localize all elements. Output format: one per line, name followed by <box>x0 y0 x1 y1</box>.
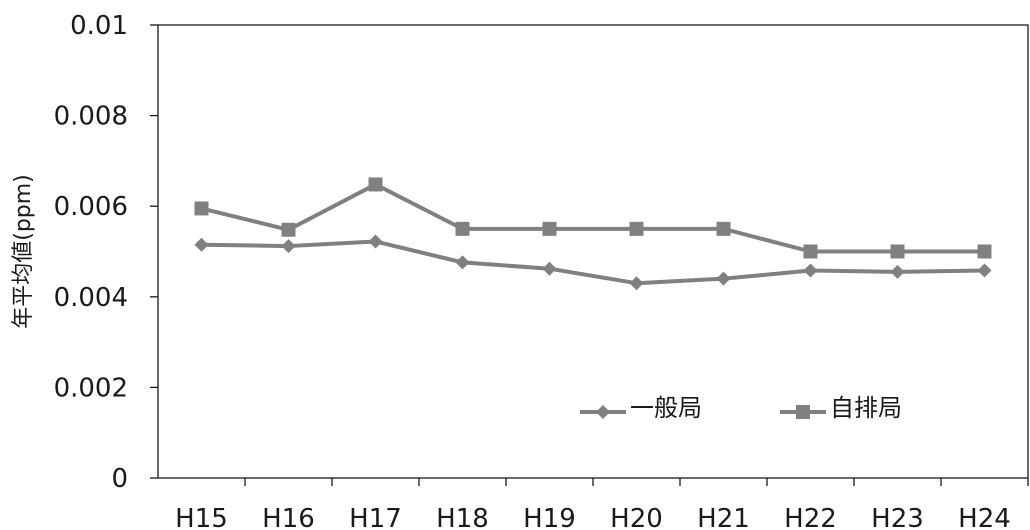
square-point <box>455 221 470 236</box>
diamond-point <box>281 239 296 254</box>
series-line <box>201 182 985 254</box>
legend-item: 自排局 <box>780 394 902 422</box>
diamond-point <box>803 263 818 278</box>
x-tick-label: H24 <box>958 504 1011 530</box>
legend: 一般局 自排局 <box>580 394 902 422</box>
series-layer <box>194 177 992 291</box>
square-point <box>890 244 905 259</box>
legend-item: 一般局 <box>580 394 702 422</box>
series-2 <box>194 177 992 259</box>
diamond-point <box>629 276 644 291</box>
diamond-point <box>716 271 731 286</box>
diamond-point <box>977 263 992 278</box>
legend-label: 自排局 <box>830 394 902 422</box>
diamond-point <box>368 234 383 249</box>
square-point <box>368 177 383 192</box>
legend-marker <box>796 405 810 419</box>
x-axis-ticks: H15 H16 H17 H18 H19 H20 H21 H22 H23 H24 <box>175 478 1029 530</box>
y-axis-ticks: 0 0.002 0.004 0.006 0.008 0.01 <box>54 11 158 494</box>
square-point <box>977 244 992 259</box>
diamond-point <box>455 255 470 270</box>
square-point <box>281 222 296 237</box>
square-point <box>542 221 557 236</box>
square-point <box>803 244 818 259</box>
x-tick-label: H23 <box>871 504 924 530</box>
y-tick-label: 0.004 <box>54 283 128 313</box>
square-point <box>194 201 209 216</box>
y-tick-label: 0.01 <box>70 11 128 41</box>
y-tick-label: 0.008 <box>54 102 128 132</box>
diamond-point <box>890 264 905 279</box>
y-tick-label: 0 <box>111 464 128 494</box>
y-axis-title: 年平均値(ppm) <box>11 174 36 329</box>
x-tick-label: H16 <box>262 504 315 530</box>
diamond-point <box>542 261 557 276</box>
series-line <box>201 239 985 286</box>
x-tick-label: H18 <box>436 504 489 530</box>
legend-marker <box>596 405 610 419</box>
x-tick-label: H17 <box>349 504 402 530</box>
x-tick-label: H19 <box>523 504 576 530</box>
y-tick-label: 0.006 <box>54 192 128 222</box>
x-tick-label: H15 <box>175 504 228 530</box>
x-tick-label: H21 <box>697 504 750 530</box>
y-tick-label: 0.002 <box>54 373 128 403</box>
x-tick-label: H20 <box>610 504 663 530</box>
square-point <box>716 221 731 236</box>
legend-label: 一般局 <box>630 394 702 422</box>
x-tick-label: H22 <box>784 504 837 530</box>
series-1 <box>194 234 992 291</box>
diamond-point <box>194 237 209 252</box>
square-point <box>629 221 644 236</box>
